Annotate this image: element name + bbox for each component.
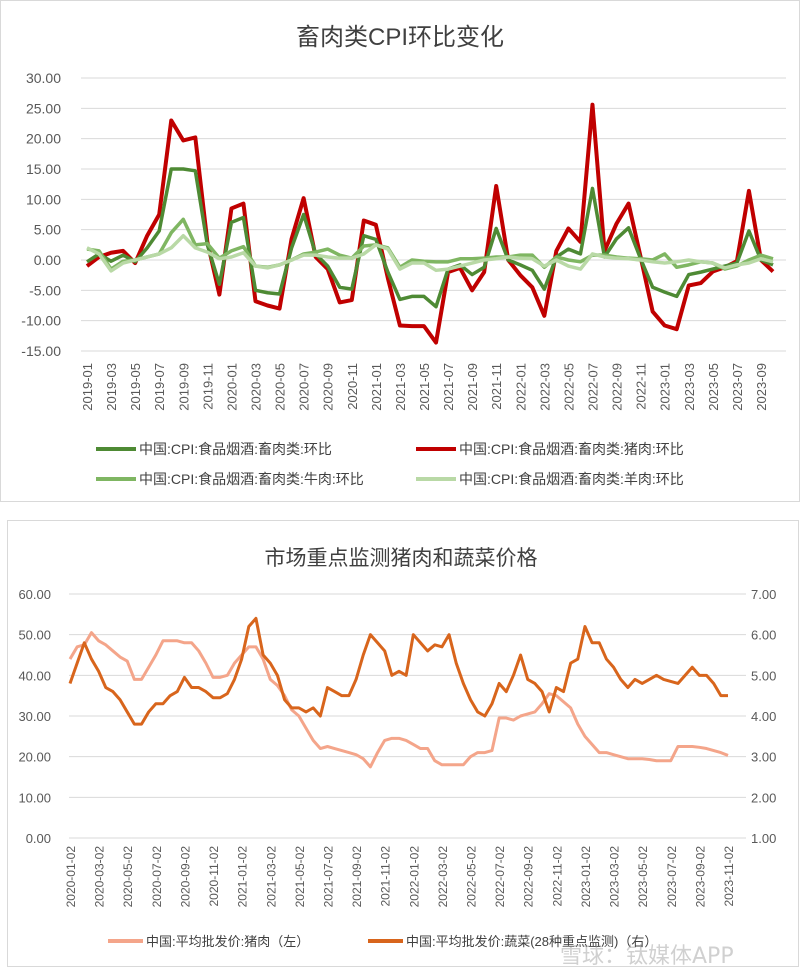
y-tick-label: -15.00 [21,343,61,359]
x-tick-label: 2022-11-02 [550,846,564,907]
x-tick-label: 2021-03 [393,363,408,411]
y-tick-label: 20.00 [18,750,51,765]
x-tick-label: 2022-11 [634,363,649,410]
chart-title: 畜肉类CPI环比变化 [296,24,504,51]
x-tick-label: 2021-09-02 [350,846,364,908]
x-tick-label: 2020-03-02 [93,846,107,908]
x-tick-label: 2020-11 [345,363,360,410]
y-tick-label: 25.00 [26,100,61,116]
y-tick-label: 0.00 [34,252,61,268]
y-tick-label: 0.00 [26,831,51,846]
y-tick-label: 20.00 [26,131,61,147]
x-tick-label: 2023-03-02 [608,846,622,908]
y-tick-label: 5.00 [34,222,61,238]
x-tick-label: 2022-01 [513,363,528,411]
chart-title: 市场重点监测猪肉和蔬菜价格 [265,547,538,570]
series-line [86,167,774,309]
series-line [86,233,774,273]
x-tick-label: 2020-01-02 [64,846,78,908]
x-tick-label: 2021-05-02 [293,846,307,908]
y-tick-label: -10.00 [21,313,61,329]
x-tick-label: 2023-01 [658,363,673,411]
legend-label: 中国:CPI:食品烟酒:畜肉类:猪肉:环比 [459,441,684,457]
x-tick-label: 2020-05 [273,363,288,411]
x-tick-label: 2022-01-02 [407,846,421,908]
price-chart-panel: 市场重点监测猪肉和蔬菜价格 60.00 7.00 50.00 6.00 40.00 5.00… [7,520,799,967]
y2-tick-label: 3.00 [751,750,776,765]
x-tick-label: 2020-11-02 [207,846,221,907]
x-tick-label: 2023-05-02 [636,846,650,908]
x-tick-label: 2021-11-02 [379,846,393,907]
x-tick-label: 2019-11 [200,363,215,410]
x-tick-label: 2023-07-02 [665,846,679,908]
y-tick-label: 10.00 [26,191,61,207]
legend-label: 中国:平均批发价:蔬菜(28种重点监测)（右） [406,934,657,949]
x-tick-label: 2021-07-02 [321,846,335,908]
x-tick-label: 2019-01 [80,363,95,411]
x-tick-label: 2021-01-02 [236,846,250,908]
x-tick-label: 2020-07 [297,363,312,411]
legend-label: 中国:平均批发价:猪肉（左） [146,934,309,949]
x-tick-label: 2019-05 [128,363,143,411]
y2-tick-label: 1.00 [751,831,776,846]
y-tick-label: 10.00 [18,790,51,805]
y-tick-label: 60.00 [18,587,51,602]
x-tick-label: 2023-09-02 [693,846,707,908]
watermark: 雪球：钛媒体APP [560,944,734,969]
x-tick-label: 2023-07 [730,363,745,411]
x-tick-label: 2022-07 [585,363,600,411]
x-tick-label: 2023-05 [706,363,721,411]
series-line [86,217,774,271]
y2-tick-label: 7.00 [751,587,776,602]
price-chart: 市场重点监测猪肉和蔬菜价格 60.00 7.00 50.00 6.00 40.00 5.00… [18,547,776,949]
legend-label: 中国:CPI:食品烟酒:畜肉类:牛肉:环比 [139,471,364,487]
cpi-chart: 畜肉类CPI环比变化 30.00 25.00 20.00 15.00 10.00 5.00 0… [21,24,786,487]
series-line [68,631,729,769]
x-tick-label: 2022-05 [561,363,576,411]
x-tick-label: 2021-05 [417,363,432,411]
x-tick-label: 2019-07 [152,363,167,411]
y-tick-label: 15.00 [26,161,61,177]
x-tick-label: 2022-07-02 [493,846,507,908]
y2-tick-label: 4.00 [751,709,776,724]
x-tick-label: 2020-05-02 [121,846,135,908]
x-tick-label: 2020-09 [321,363,336,411]
x-tick-label: 2019-03 [104,363,119,411]
series-line [85,102,775,345]
y-tick-label: 40.00 [18,668,51,683]
x-tick-label: 2020-07-02 [150,846,164,908]
y-tick-label: 30.00 [18,709,51,724]
x-tick-label: 2022-09-02 [522,846,536,908]
x-tick-label: 2020-09-02 [178,846,192,908]
legend-label: 中国:CPI:食品烟酒:畜肉类:羊肉:环比 [459,471,684,487]
series-line [68,616,728,726]
y-tick-label: -5.00 [29,282,61,298]
x-tick-label: 2021-07 [441,363,456,411]
y-tick-label: 50.00 [18,628,51,643]
x-tick-label: 2021-11 [489,363,504,410]
x-tick-label: 2022-09 [610,363,625,411]
y2-tick-label: 5.00 [751,668,776,683]
x-tick-label: 2023-01-02 [579,846,593,908]
cpi-chart-panel: 畜肉类CPI环比变化 30.00 25.00 20.00 15.00 10.00 5.00 0… [0,0,800,502]
x-tick-label: 2021-03-02 [264,846,278,908]
x-tick-label: 2019-09 [176,363,191,411]
x-tick-label: 2020-01 [224,363,239,411]
x-tick-label: 2021-01 [369,363,384,411]
x-tick-label: 2022-05-02 [465,846,479,908]
y2-tick-label: 6.00 [751,628,776,643]
x-tick-label: 2023-11-02 [722,846,736,907]
x-tick-label: 2021-09 [465,363,480,411]
y-tick-label: 30.00 [26,70,61,86]
x-tick-label: 2020-03 [248,363,263,411]
legend-label: 中国:CPI:食品烟酒:畜肉类:环比 [139,441,332,457]
x-tick-label: 2023-03 [682,363,697,411]
y2-tick-label: 2.00 [751,790,776,805]
x-tick-label: 2022-03 [537,363,552,411]
x-tick-label: 2022-03-02 [436,846,450,908]
x-tick-label: 2023-09 [754,363,769,411]
